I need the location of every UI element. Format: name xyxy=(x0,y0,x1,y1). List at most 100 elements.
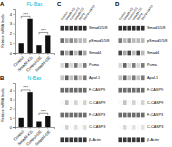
cell xyxy=(118,100,122,105)
cell xyxy=(74,137,78,142)
tick-label: 0 xyxy=(10,125,13,130)
column-label: BMP4+S4KD xyxy=(140,4,154,22)
cell xyxy=(60,51,64,56)
tick: 3 xyxy=(10,97,15,102)
tick-mark xyxy=(13,118,15,119)
cell xyxy=(78,51,82,56)
cell xyxy=(132,51,136,56)
tick: 1 xyxy=(10,41,15,46)
cell xyxy=(69,113,73,118)
cell xyxy=(69,38,73,43)
cell xyxy=(118,137,122,142)
cell xyxy=(78,38,82,43)
tick: Smad4-OE xyxy=(34,127,52,147)
cell xyxy=(83,26,87,31)
cells xyxy=(60,26,86,142)
x-axis: ControlSmad4-KDControl-OESmad4-OE xyxy=(12,127,54,147)
cell xyxy=(78,125,82,130)
plot-area: 0 1 2 3 4 ControlSmad4-KDControl-OESmad4-OE **… xyxy=(10,84,55,147)
cell xyxy=(141,100,145,105)
cell xyxy=(118,51,122,56)
tick-label: 1 xyxy=(10,41,13,46)
cell xyxy=(118,125,122,130)
column-labels: ControlSmad4-KDControl-OESmad4-OEBMP4BMP… xyxy=(60,4,96,22)
chart-title: N-Bax xyxy=(28,75,42,81)
cell xyxy=(69,26,73,31)
cell xyxy=(123,63,127,68)
cell xyxy=(118,75,122,80)
panel-letter: A xyxy=(0,1,5,7)
cell xyxy=(127,38,131,43)
cell xyxy=(60,88,64,93)
cell xyxy=(69,125,73,130)
cell xyxy=(127,26,131,31)
cell xyxy=(132,125,136,130)
cell xyxy=(141,63,145,68)
cell xyxy=(83,113,87,118)
cell xyxy=(65,38,69,43)
cell xyxy=(132,100,136,105)
row-label: β-Actin xyxy=(89,138,101,142)
cell xyxy=(69,51,73,56)
cell xyxy=(65,63,69,68)
cell xyxy=(136,88,140,93)
cell xyxy=(132,63,136,68)
cell xyxy=(132,88,136,93)
y-axis: 0 1 2 3 4 xyxy=(10,84,16,130)
row-labels: Smad1/5/8pSmad1/5/8Smad4PumaApaf-1F-CASP… xyxy=(147,26,167,142)
cell xyxy=(69,63,73,68)
bar xyxy=(36,122,41,128)
cell xyxy=(60,75,64,80)
tick-mark xyxy=(13,14,15,15)
row-label: Puma xyxy=(89,63,100,67)
bar xyxy=(19,118,24,127)
row-label: F-CASP3 xyxy=(89,113,105,117)
cell xyxy=(132,137,136,142)
cell xyxy=(132,113,136,118)
cell xyxy=(69,100,73,105)
cell xyxy=(60,63,64,68)
tick-mark xyxy=(13,100,15,101)
cell xyxy=(136,26,140,31)
axis-line xyxy=(13,10,16,54)
cell xyxy=(136,113,140,118)
panel: 0 1 2 3 4 ControlSmad4-KDControl-OESmad4-OE **… xyxy=(0,75,55,147)
tick: 0 xyxy=(10,125,15,130)
cell xyxy=(69,137,73,142)
chart-figure: 0 1 2 3 4 ControlSmad4-KDControl-OESmad4-OE **… xyxy=(0,0,172,147)
cell xyxy=(74,100,78,105)
cell xyxy=(123,51,127,56)
cell xyxy=(65,100,69,105)
cell xyxy=(74,26,78,31)
row-labels: Smad1/5/8pSmad1/5/8Smad4PumaApaf-1F-CASP… xyxy=(89,26,109,142)
significance-label: *** xyxy=(41,109,46,114)
row-label: Smad1/5/8 xyxy=(89,26,107,30)
axis-line xyxy=(16,128,55,130)
significance-label: *** xyxy=(23,12,28,17)
cell xyxy=(60,38,64,43)
tick-mark xyxy=(13,43,15,44)
cell xyxy=(136,51,140,56)
cell xyxy=(141,113,145,118)
bars xyxy=(19,92,51,127)
cell xyxy=(123,26,127,31)
cell xyxy=(78,137,82,142)
cell xyxy=(118,88,122,93)
tick-label: 4 xyxy=(10,12,13,17)
tick-label: 3 xyxy=(10,21,13,26)
row-label: C-CASP9 xyxy=(147,101,163,105)
cell xyxy=(74,113,78,118)
row-label: β-Actin xyxy=(147,138,159,142)
tick-label: 4 xyxy=(10,88,13,93)
cell xyxy=(83,51,87,56)
cell xyxy=(60,137,64,142)
y-axis-title: Relative mRNA levels xyxy=(1,88,5,122)
bar xyxy=(45,35,50,53)
axis-line xyxy=(16,54,55,56)
cell xyxy=(141,137,145,142)
cell xyxy=(78,100,82,105)
tick-label: 1 xyxy=(10,116,13,121)
tick: 2 xyxy=(10,106,15,111)
cell xyxy=(78,63,82,68)
bar xyxy=(27,19,32,53)
